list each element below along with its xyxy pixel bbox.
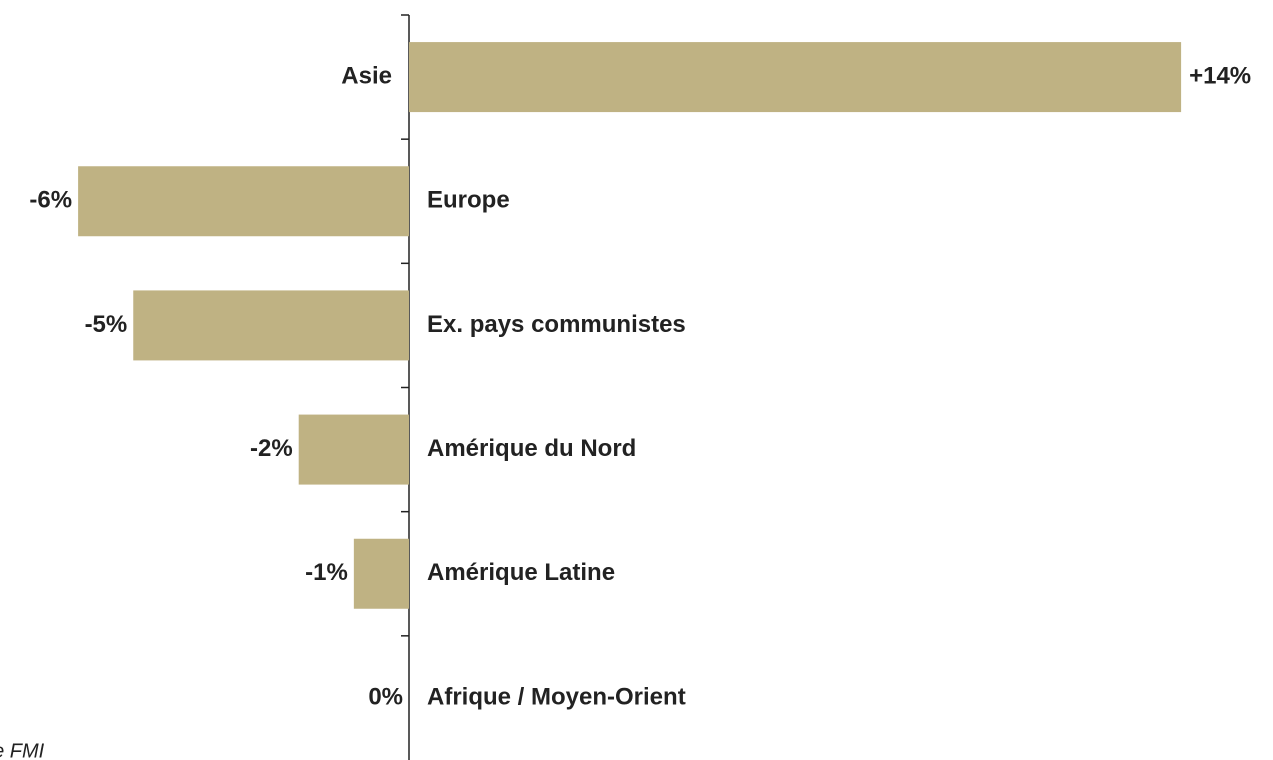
category-label: Europe: [427, 187, 510, 214]
value-label: +14%: [1189, 62, 1251, 89]
bar: [298, 414, 409, 485]
category-label: Asie: [341, 62, 392, 89]
value-label: -5%: [85, 311, 128, 338]
bar: [133, 290, 409, 361]
value-label: -1%: [305, 559, 348, 586]
bar: [353, 538, 409, 609]
source: de FMI: [0, 740, 45, 760]
category-label: Afrique / Moyen-Orient: [427, 683, 686, 710]
value-label: 0%: [368, 683, 403, 710]
category-label: Amérique Latine: [427, 559, 615, 586]
category-label: Amérique du Nord: [427, 435, 636, 462]
value-label: -2%: [250, 435, 293, 462]
bar: [409, 42, 1182, 113]
value-label: -6%: [29, 187, 72, 214]
category-label: Ex. pays communistes: [427, 311, 686, 338]
bar: [78, 166, 409, 237]
